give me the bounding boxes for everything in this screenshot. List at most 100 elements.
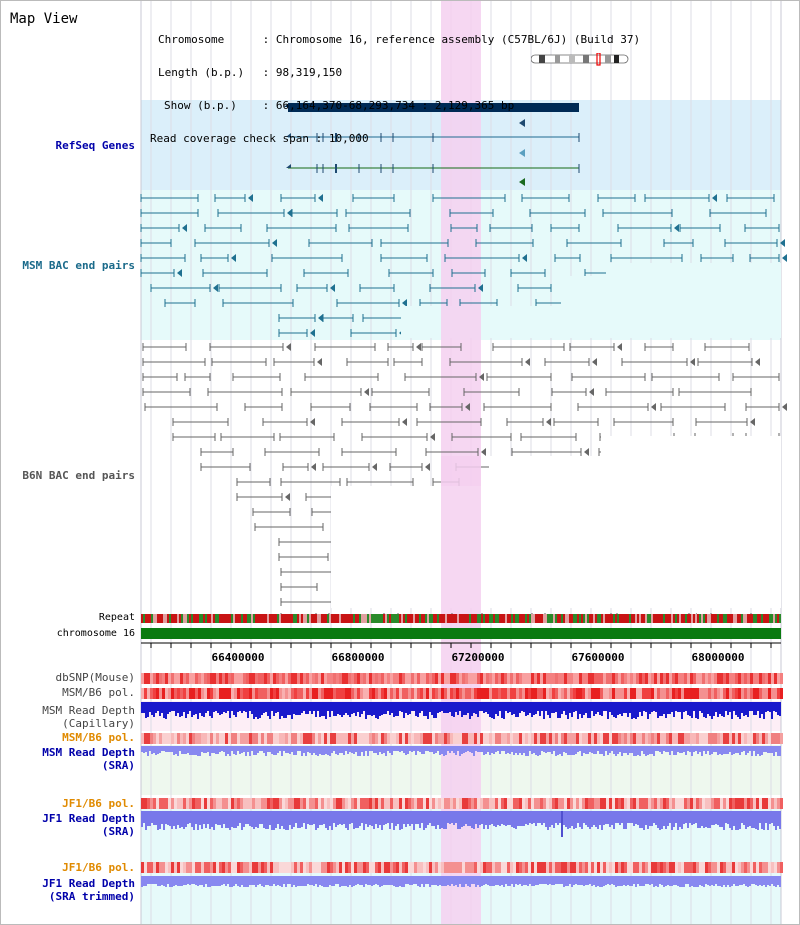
jf1-sra-depth-bar <box>343 811 345 824</box>
repeat-segment <box>767 614 769 623</box>
jf1-sra-depth-bar <box>697 811 699 828</box>
msm-b6-pol-heat-cell <box>519 688 522 699</box>
jf1-sra-depth-bar <box>737 811 739 830</box>
msm-capillary-depth-bar <box>435 702 437 718</box>
jf1-trim-depth-bar <box>633 876 635 884</box>
b6n-bac-pair-arrow <box>589 388 594 396</box>
msm-capillary-depth-bar <box>255 702 257 717</box>
msm-b6-pol-sra-heat-cell <box>669 733 672 744</box>
dbsnp-heat-cell <box>507 673 510 684</box>
msm-sra-depth-bar <box>295 746 297 755</box>
msm-sra-depth-bar <box>503 746 505 751</box>
jf1-sra-depth-bar <box>295 811 297 823</box>
jf1-b6-pol-trim-heat-cell <box>684 862 687 873</box>
jf1-sra-depth-bar <box>215 811 217 824</box>
repeat-segment <box>345 614 347 623</box>
jf1-b6-pol-trim-heat-cell <box>423 862 426 873</box>
jf1-b6-pol-trim-heat-cell <box>366 862 369 873</box>
jf1-b6-pol-heat-cell <box>486 798 489 809</box>
jf1-sra-depth-bar <box>673 811 675 827</box>
repeat-segment <box>213 614 215 623</box>
msm-b6-pol-heat-cell <box>162 688 165 699</box>
jf1-trim-depth-bar <box>437 876 439 886</box>
jf1-sra-depth-bar <box>613 811 615 829</box>
jf1-sra-depth-bar <box>467 811 469 826</box>
msm-sra-depth-bar <box>207 746 209 752</box>
msm-bac-pair-arrow <box>402 299 407 307</box>
msm-bac-pair-arrow <box>287 209 292 217</box>
msm-sra-depth-bar <box>757 746 759 754</box>
jf1-trim-depth-bar <box>523 876 525 885</box>
repeat-segment <box>287 614 289 623</box>
repeat-segment <box>467 614 469 623</box>
repeat-segment <box>327 614 329 623</box>
msm-sra-depth-bar <box>581 746 583 756</box>
msm-sra-depth-bar <box>393 746 395 751</box>
repeat-segment <box>751 614 753 623</box>
msm-b6-pol-sra-heat-cell <box>477 733 480 744</box>
jf1-b6-pol-heat-cell <box>243 798 246 809</box>
jf1-trim-depth-bar <box>151 876 153 884</box>
jf1-trim-depth-bar <box>361 876 363 885</box>
repeat-segment <box>639 614 641 623</box>
msm-capillary-depth-bar <box>653 702 655 711</box>
msm-b6-pol-sra-heat-cell <box>192 733 195 744</box>
msm-sra-depth-bar <box>367 746 369 756</box>
msm-b6-pol-heat-cell <box>375 688 378 699</box>
msm-sra-depth-bar <box>693 746 695 752</box>
msm-sra-depth-bar <box>635 746 637 756</box>
msm-sra-depth-bar <box>147 746 149 756</box>
jf1-b6-pol-trim-heat-cell <box>216 862 219 873</box>
msm-sra-depth-bar <box>275 746 277 755</box>
dbsnp-heat-cell <box>627 673 630 684</box>
msm-capillary-depth-bar <box>561 702 563 714</box>
jf1-b6-pol-trim-heat-cell <box>534 862 537 873</box>
jf1-sra-depth-bar <box>491 811 493 824</box>
msm-capillary-depth-bar <box>571 702 573 717</box>
dbsnp-heat-cell <box>180 673 183 684</box>
msm-sra-depth-bar <box>199 746 201 756</box>
dbsnp-heat-cell <box>747 673 750 684</box>
repeat-segment <box>705 614 707 623</box>
chromosome-ideogram[interactable] <box>531 53 631 67</box>
msm-b6-pol-sra-heat-cell <box>672 733 675 744</box>
jf1-b6-pol-trim-heat-cell <box>228 862 231 873</box>
jf1-trim-depth-bar <box>187 876 189 884</box>
jf1-b6-pol-trim-heat-cell <box>606 862 609 873</box>
msm-b6-pol-sra-heat-cell <box>489 733 492 744</box>
msm-b6-pol-heat-cell <box>456 688 459 699</box>
jf1-trim-depth-bar <box>643 876 645 886</box>
msm-sra-depth-bar <box>169 746 171 752</box>
msm-b6-pol-heat-cell <box>372 688 375 699</box>
repeat-segment <box>609 614 611 623</box>
dbsnp-heat-cell <box>357 673 360 684</box>
msm-capillary-depth-bar <box>547 702 549 715</box>
jf1-trim-depth-bar <box>323 876 325 887</box>
repeat-segment <box>697 614 699 623</box>
repeat-segment <box>657 614 659 623</box>
jf1-sra-depth-bar <box>581 811 583 829</box>
jf1-trim-depth-bar <box>757 876 759 886</box>
dbsnp-heat-cell <box>345 673 348 684</box>
jf1-b6-pol-trim-heat-cell <box>642 862 645 873</box>
jf1-b6-pol-heat-cell <box>483 798 486 809</box>
msm-capillary-depth-bar <box>727 702 729 715</box>
msm-b6-pol-heat-cell <box>327 688 330 699</box>
jf1-b6-pol-trim-heat-cell <box>444 862 447 873</box>
msm-b6-pol-heat-cell <box>249 688 252 699</box>
msm-sra-depth-bar <box>519 746 521 753</box>
msm-sra-depth-bar <box>333 746 335 751</box>
msm-sra-depth-bar <box>645 746 647 756</box>
repeat-segment <box>685 614 687 623</box>
jf1-trim-depth-bar <box>661 876 663 885</box>
dbsnp-heat-cell <box>264 673 267 684</box>
jf1-b6-pol-trim-heat-cell <box>591 862 594 873</box>
msm-capillary-depth-bar <box>429 702 431 712</box>
jf1-trim-depth-bar <box>663 876 665 887</box>
jf1-b6-pol-trim-heat-cell <box>702 862 705 873</box>
msm-sra-depth-bar <box>769 746 771 753</box>
jf1-sra-depth-bar <box>165 811 167 824</box>
jf1-b6-pol-heat-cell <box>303 798 306 809</box>
msm-sra-depth-bar <box>525 746 527 756</box>
